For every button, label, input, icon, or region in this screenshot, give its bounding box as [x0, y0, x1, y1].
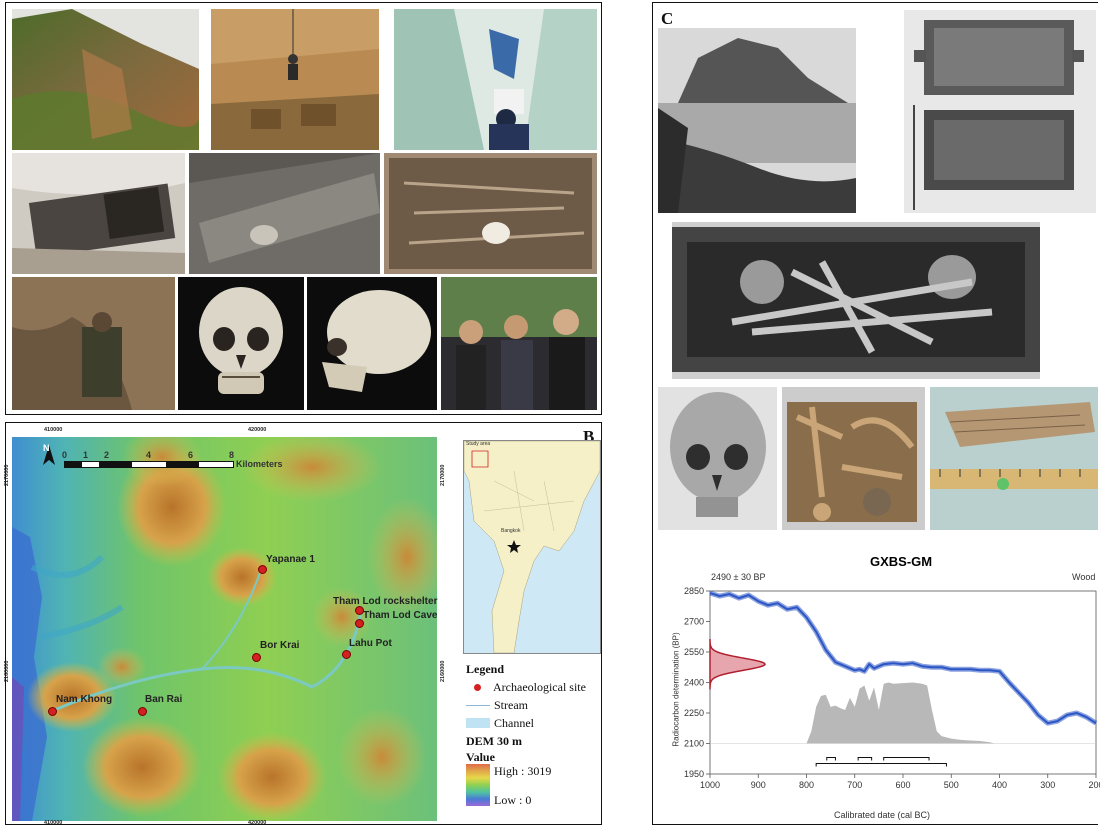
y-tick-label-2400: 2400: [684, 678, 704, 688]
photo-cliff-face: [12, 9, 199, 150]
inset-study-area-label: Study area: [466, 441, 491, 447]
map-coord-right-1: 2170000: [440, 464, 446, 486]
photo-wood-sample: [930, 387, 1098, 530]
x-tick-label-700: 700: [847, 780, 862, 790]
scale-tick-2: 2: [104, 450, 110, 460]
photo-coffin-lid: [189, 153, 380, 274]
y-tick-label-2550: 2550: [684, 647, 704, 657]
chart-plot-frame: [709, 590, 1097, 775]
x-tick-label-600: 600: [895, 780, 910, 790]
calibration-curve: [709, 592, 1097, 725]
site-dot-lahu-pot[interactable]: [342, 650, 351, 659]
legend-item-channel: Channel: [466, 714, 596, 732]
photo-cave-climbers: [394, 9, 597, 150]
site-label-tham-lod-cave: Tham Lod Cave: [363, 610, 438, 621]
legend-color-ramp: [466, 764, 490, 806]
measurement-distribution: [709, 639, 766, 690]
photo-wooden-box: [904, 10, 1096, 213]
site-dot-ban-rai[interactable]: [138, 707, 147, 716]
scale-tick-4: 4: [146, 450, 152, 460]
legend-site-icon: [474, 683, 481, 691]
legend-low: Low : 0: [494, 793, 532, 807]
site-label-tham-lod-rockshelter: Tham Lod rockshelter: [333, 596, 438, 607]
map-coord-top-1: 410000: [44, 427, 63, 433]
scale-unit: Kilometers: [236, 459, 283, 469]
site-label-yapanae: Yapanae 1: [266, 554, 315, 565]
map-coord-right-2: 2160000: [440, 660, 446, 682]
scale-tick-0: 0: [62, 450, 68, 460]
range-68-2: [857, 757, 873, 761]
chart-title: GXBS-GM: [870, 554, 933, 569]
legend-stream-label: Stream: [494, 697, 528, 712]
photo-bone-collection: [782, 387, 925, 530]
north-arrow: [42, 445, 56, 465]
map-coord-bottom-2: 420000: [248, 820, 267, 826]
map-legend: Legend Archaeological site Stream Channe…: [466, 660, 596, 808]
photo-river-cliff: [658, 28, 856, 213]
site-dot-yapanae[interactable]: [258, 565, 267, 574]
map-coord-left-1: 2170000: [4, 464, 10, 486]
site-dot-bor-krai[interactable]: [252, 653, 261, 662]
inset-map: [463, 440, 601, 654]
range-95: [815, 763, 947, 767]
x-tick-label-500: 500: [944, 780, 959, 790]
photo-coffin-cliff: [12, 153, 185, 274]
scale-tick-8: 8: [229, 450, 235, 460]
photo-coffin-skeleton: [672, 222, 1040, 379]
legend-item-site: Archaeological site: [466, 678, 596, 696]
legend-title: Legend: [466, 661, 505, 676]
chart-material: Wood: [1072, 572, 1096, 582]
chart-sample-age: 2490 ± 30 BP: [711, 572, 766, 582]
site-label-bor-krai: Bor Krai: [260, 640, 300, 651]
photo-coffin-bones: [384, 153, 597, 274]
x-tick-label-900: 900: [751, 780, 766, 790]
x-tick-label-800: 800: [799, 780, 814, 790]
y-tick-label-1950: 1950: [684, 769, 704, 779]
legend-item-stream: Stream: [466, 696, 596, 714]
x-tick-label-200: 200: [1088, 780, 1100, 790]
photo-cave-interior: [12, 277, 175, 410]
scale-bar: [64, 461, 234, 468]
site-label-nam-khong: Nam Khong: [56, 694, 113, 705]
map-coord-top-2: 420000: [248, 427, 267, 433]
radiocarbon-chart: 1000 900 800 700 600 500 400 300 200 1950 2100 2250…: [684, 586, 1100, 790]
panel-b-label: B: [583, 427, 595, 446]
legend-channel-icon: [466, 718, 490, 728]
legend-value: Value: [466, 749, 495, 764]
north-label: N: [43, 443, 50, 453]
y-tick-label-2100: 2100: [684, 739, 704, 749]
legend-stream-icon: [466, 704, 490, 706]
scale-tick-6: 6: [188, 450, 194, 460]
legend-dem: DEM 30 m: [466, 733, 522, 748]
x-tick-label-1000: 1000: [700, 780, 720, 790]
legend-channel-label: Channel: [494, 715, 534, 730]
photo-crowd: [441, 277, 597, 410]
x-tick-label-300: 300: [1040, 780, 1055, 790]
site-label-lahu-pot: Lahu Pot: [349, 638, 392, 649]
scale-tick-1: 1: [83, 450, 89, 460]
photo-cliff-climber: [211, 9, 379, 150]
y-tick-label-2250: 2250: [684, 708, 704, 718]
site-dot-tham-lod-cave[interactable]: [355, 619, 364, 628]
site-label-ban-rai: Ban Rai: [145, 694, 183, 705]
range-68-1: [826, 757, 836, 761]
x-tick-label-400: 400: [992, 780, 1007, 790]
y-tick-label-2850: 2850: [684, 586, 704, 596]
legend-high: High : 3019: [494, 764, 552, 778]
site-dot-tham-lod-rockshelter[interactable]: [355, 606, 364, 615]
y-tick-label-2700: 2700: [684, 617, 704, 627]
chart-xlabel: Calibrated date (cal BC): [834, 810, 931, 820]
legend-site-label: Archaeological site: [493, 679, 586, 694]
site-dot-nam-khong[interactable]: [48, 707, 57, 716]
range-68-3: [883, 757, 930, 761]
inset-city-label: Bangkok: [501, 528, 521, 534]
panel-c-label: C: [661, 9, 674, 28]
map-coord-left-2: 2160000: [4, 660, 10, 682]
photo-skull-side: [307, 277, 437, 410]
calibrated-distribution: [806, 682, 995, 744]
photo-skull-closeup: [658, 387, 777, 530]
map-coord-bottom-1: 410000: [44, 820, 63, 826]
dem-map: [12, 437, 437, 821]
photo-skull-front: [178, 277, 304, 410]
